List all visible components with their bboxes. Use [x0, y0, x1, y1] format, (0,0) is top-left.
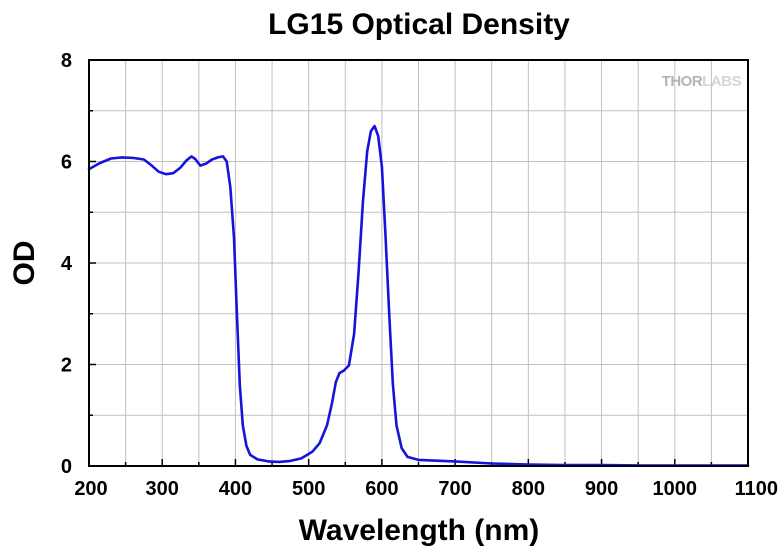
y-tick-label: 8	[61, 50, 72, 72]
od-series-line	[87, 124, 750, 467]
x-tick-label: 1000	[653, 478, 698, 500]
grid	[89, 60, 748, 466]
x-tick-labels: 200 300 400 500 600 700 800 900 1000 1100	[74, 478, 778, 500]
logo-text-light: LABS	[702, 73, 741, 90]
x-tick-label: 500	[292, 478, 325, 500]
x-tick-label: 200	[74, 478, 107, 500]
x-tick-label: 800	[512, 478, 545, 500]
y-tick-label: 4	[61, 253, 73, 275]
x-tick-label: 900	[585, 478, 618, 500]
logo-text-dark: THOR	[662, 73, 703, 90]
y-axis-label: OD	[8, 241, 41, 286]
y-tick-label: 6	[61, 152, 72, 174]
chart-title: LG15 Optical Density	[268, 8, 570, 41]
x-tick-label: 400	[219, 478, 252, 500]
x-tick-label: 1100	[735, 478, 778, 500]
plot-frame	[88, 59, 749, 467]
y-tick-label: 2	[61, 355, 72, 377]
x-tick-label: 700	[438, 478, 471, 500]
x-tick-label: 300	[146, 478, 179, 500]
thorlabs-logo: THORLABS	[662, 73, 742, 90]
x-axis-label: Wavelength (nm)	[299, 514, 540, 547]
x-tick-label: 600	[365, 478, 398, 500]
y-tick-label: 0	[61, 456, 72, 478]
y-tick-labels: 0 2 4 6 8	[61, 50, 73, 478]
